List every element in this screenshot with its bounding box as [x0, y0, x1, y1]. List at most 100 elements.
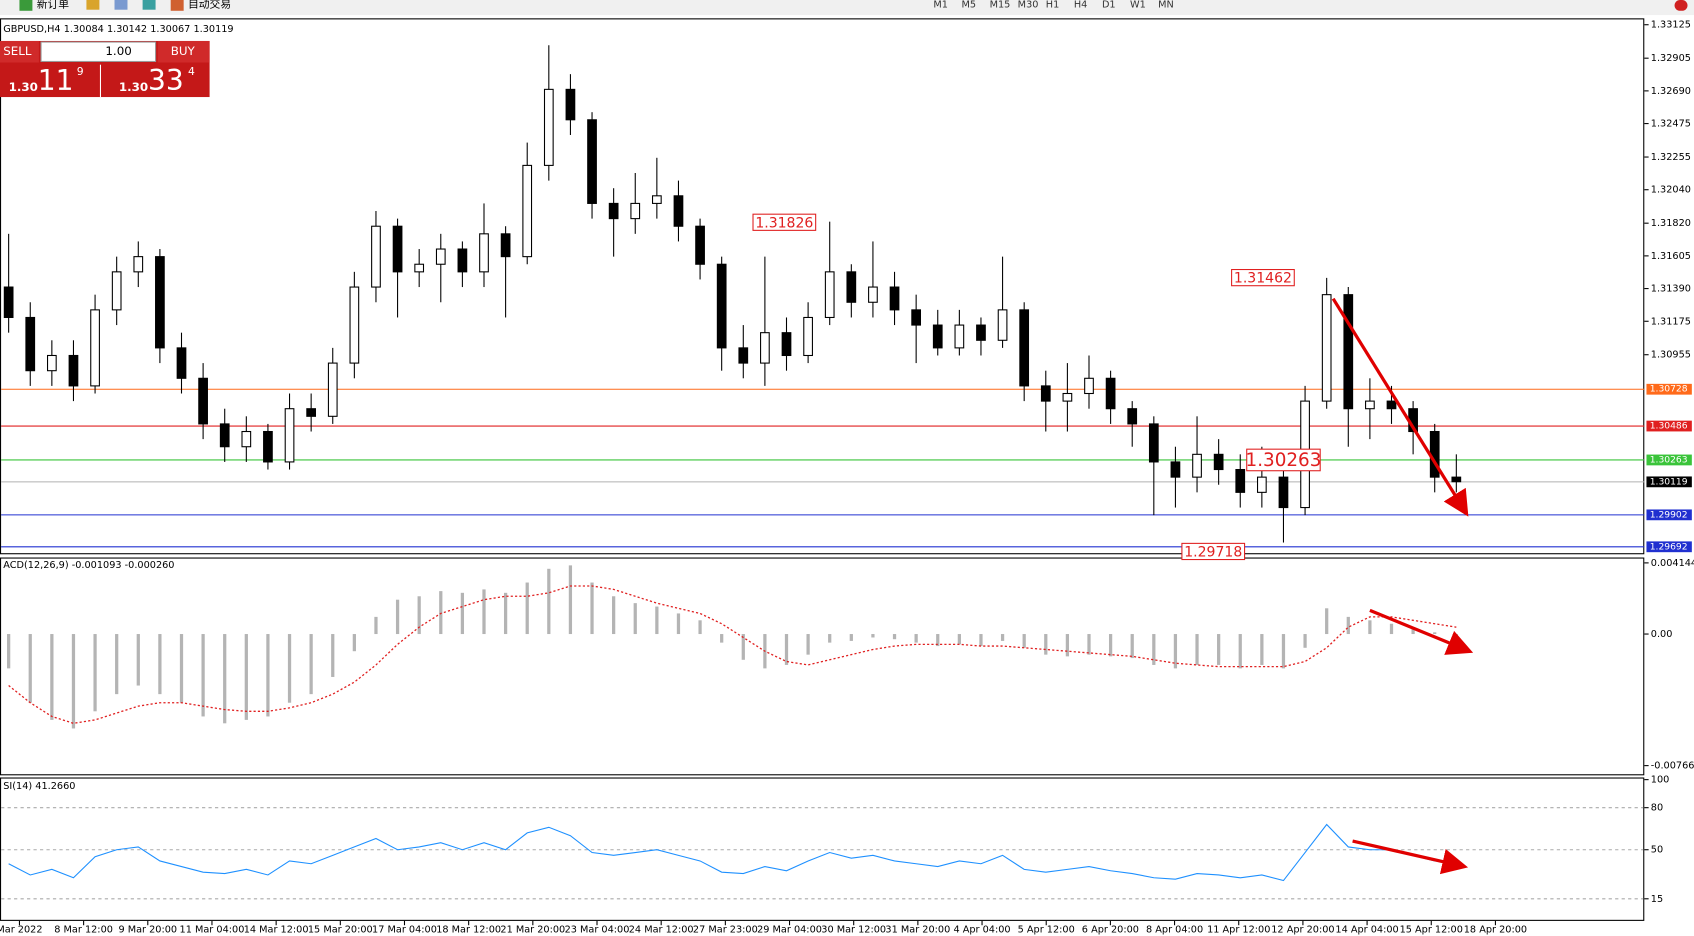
sell-button[interactable] — [0, 40, 39, 63]
x-tick-label: 5 Apr 12:00 — [1018, 925, 1075, 936]
macd-bar — [590, 582, 594, 635]
candle-body — [846, 271, 857, 303]
timeframe-button[interactable]: W1 — [1130, 0, 1146, 10]
macd-bar — [460, 592, 465, 635]
lot-value[interactable]: 1.00 — [105, 44, 131, 58]
y-tick-label: 50 — [1651, 845, 1663, 856]
macd-bar — [1433, 632, 1437, 635]
candle-body — [1386, 400, 1397, 410]
candle-body — [1256, 476, 1267, 493]
icon[interactable] — [142, 0, 156, 10]
sell-pips[interactable]: 11 — [38, 64, 74, 97]
x-tick-label: 27 Mar 23:00 — [693, 925, 758, 936]
timeframe-button[interactable]: M1 — [933, 0, 948, 10]
lot-input[interactable] — [40, 41, 157, 63]
candle-body — [25, 316, 36, 372]
sell-label[interactable]: SELL — [3, 44, 32, 58]
candle-body — [306, 408, 317, 417]
y-tick-label: 0.00 — [1651, 629, 1673, 640]
macd-bar — [1260, 634, 1264, 665]
x-tick-label: 24 Mar 12:00 — [629, 925, 694, 936]
macd-bar — [633, 603, 637, 635]
price-annotation-box — [752, 213, 817, 231]
buy-price-big[interactable]: 1.30 — [119, 80, 148, 94]
price-label: 1.30263 — [1650, 454, 1688, 465]
macd-bar — [698, 620, 702, 635]
x-tick-label: 14 Mar 12:00 — [244, 925, 309, 936]
candle-body — [1213, 453, 1224, 471]
macd-bar — [741, 634, 745, 660]
macd-bar — [914, 634, 918, 643]
macd-bar — [93, 634, 97, 712]
macd-bar — [1044, 634, 1048, 655]
macd-bar — [482, 589, 486, 635]
macd-bar — [417, 596, 421, 635]
y-tick-label: 1.32475 — [1651, 119, 1691, 130]
macd-bar — [1217, 634, 1221, 665]
alert-icon[interactable] — [1674, 0, 1688, 11]
timeframe-button[interactable]: D1 — [1102, 0, 1116, 10]
y-tick-label: 15 — [1651, 894, 1663, 905]
macd-bar — [1173, 634, 1178, 669]
macd-bar — [50, 634, 54, 720]
auto-trade-button[interactable]: 自动交易 — [188, 0, 231, 10]
icon[interactable] — [86, 0, 100, 10]
icon[interactable] — [170, 0, 184, 11]
new-order-button[interactable]: 新订单 — [37, 0, 70, 10]
candle-body — [1365, 400, 1375, 410]
macd-bar — [655, 606, 659, 635]
buy-fraction[interactable]: 4 — [188, 65, 195, 78]
main-panel — [0, 18, 1645, 555]
timeframe-button[interactable]: M5 — [962, 0, 977, 10]
timeframes: M1 M5 M15 M30 H1 H4 D1 W1 MN — [933, 0, 1173, 10]
x-tick-label: 15 Mar 20:00 — [308, 925, 373, 936]
macd-bar — [201, 634, 205, 717]
icon — [19, 0, 33, 11]
macd-bar — [979, 634, 983, 647]
x-tick-label: 11 Mar 04:00 — [180, 925, 245, 936]
one-click-trading: SELL 1.00 BUY 1.30 11 9 1.30 33 4 — [0, 40, 210, 98]
macd-bar — [374, 616, 378, 635]
candle-body — [543, 88, 554, 166]
x-tick-label: 15 Apr 12:00 — [1400, 925, 1463, 936]
toolbar: 新订单 自动交易 M1 M5 M15 M30 H1 H4 D1 W1 MN — [0, 0, 1694, 16]
price-label-bg — [1646, 476, 1692, 488]
y-tick-label: 0.004144 — [1651, 558, 1694, 569]
timeframe-button[interactable]: H4 — [1074, 0, 1087, 10]
buy-pips[interactable]: 33 — [148, 64, 184, 97]
price-annotation: 1.29718 — [1184, 545, 1242, 561]
macd-bar — [676, 613, 681, 635]
price-annotation: 1.30263 — [1246, 450, 1322, 471]
candle-body — [587, 119, 597, 204]
price-label: 1.29902 — [1650, 509, 1688, 520]
trend-arrow — [1369, 608, 1474, 655]
timeframe-button[interactable]: M15 — [990, 0, 1011, 10]
candle-body — [327, 362, 338, 417]
timeframe-button[interactable]: H1 — [1046, 0, 1059, 10]
buy-button[interactable] — [157, 40, 210, 63]
y-tick-label: 1.31175 — [1651, 316, 1691, 327]
y-tick-label: 80 — [1651, 803, 1663, 814]
candle-body — [176, 347, 187, 379]
timeframe-button[interactable]: MN — [1158, 0, 1174, 10]
candle-body — [1040, 385, 1051, 402]
candle-body — [90, 309, 100, 387]
macd-bar — [266, 634, 270, 717]
buy-label[interactable]: BUY — [171, 44, 196, 58]
x-tick-label: 29 Mar 04:00 — [757, 925, 822, 936]
candle-body — [522, 164, 533, 258]
candle-body — [716, 263, 727, 349]
x-tick-label: 17 Mar 04:00 — [372, 925, 437, 936]
icon[interactable] — [114, 0, 128, 10]
sell-price-big[interactable]: 1.30 — [9, 80, 38, 94]
candle-body — [3, 286, 14, 319]
timeframe-button[interactable]: M30 — [1018, 0, 1039, 10]
x-tick-label: 8 Apr 04:00 — [1146, 925, 1203, 936]
sell-fraction[interactable]: 9 — [77, 65, 84, 78]
candle-body — [457, 248, 468, 273]
candle-body — [1105, 377, 1116, 410]
macd-bar — [1195, 634, 1199, 665]
macd-bar — [612, 596, 616, 635]
candle-body — [803, 316, 813, 357]
candle-body — [911, 309, 922, 326]
